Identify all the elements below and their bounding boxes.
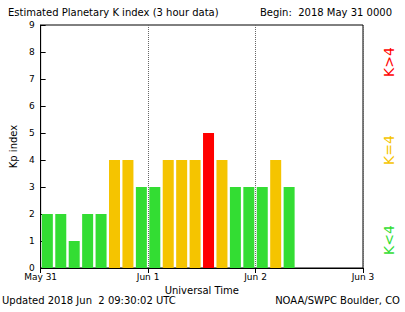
- svg-text:Universal Time: Universal Time: [165, 285, 239, 296]
- svg-text:Jun 1: Jun 1: [136, 272, 160, 282]
- svg-text:1: 1: [29, 236, 35, 246]
- svg-text:5: 5: [29, 128, 35, 138]
- svg-text:8: 8: [29, 47, 35, 57]
- svg-text:3: 3: [29, 182, 35, 192]
- svg-text:9: 9: [29, 20, 35, 30]
- svg-text:7: 7: [29, 74, 35, 84]
- svg-text:Kp index: Kp index: [8, 125, 19, 169]
- svg-text:K=4: K=4: [381, 135, 397, 165]
- svg-text:Estimated Planetary K index (3: Estimated Planetary K index (3 hour data…: [8, 7, 219, 18]
- svg-text:Jun 3: Jun 3: [351, 272, 375, 282]
- svg-text:K>4: K>4: [381, 47, 397, 77]
- svg-text:Jun 2: Jun 2: [243, 272, 267, 282]
- svg-text:0: 0: [28, 263, 35, 273]
- svg-text:NOAA/SWPC Boulder, CO: NOAA/SWPC Boulder, CO: [275, 295, 400, 306]
- svg-text:2: 2: [29, 209, 35, 219]
- svg-text:Begin: 2018 May 31 0000: Begin: 2018 May 31 0000: [260, 7, 392, 18]
- svg-text:K<4: K<4: [381, 225, 397, 255]
- svg-text:Updated 2018 Jun 2 09:30:02 U: Updated 2018 Jun 2 09:30:02 UTC: [2, 295, 176, 306]
- svg-text:May 31: May 31: [24, 272, 57, 282]
- svg-text:6: 6: [29, 101, 35, 111]
- svg-text:4: 4: [29, 155, 35, 165]
